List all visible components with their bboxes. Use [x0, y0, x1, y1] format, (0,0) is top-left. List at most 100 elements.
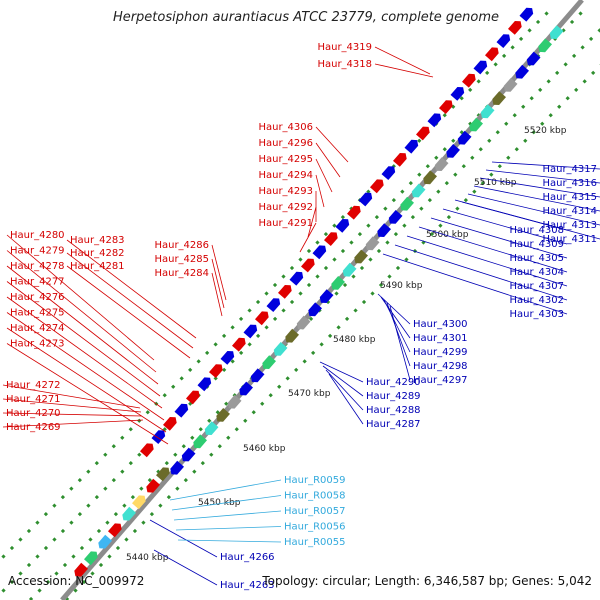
- forward-a-label-1: Haur_4318: [317, 59, 372, 70]
- map-title: Herpetosiphon aurantiacus ATCC 23779, co…: [112, 10, 500, 25]
- reverse-c-label-0: Haur_4300: [413, 319, 468, 330]
- feature-reverse-0: [170, 460, 184, 475]
- forward-e-label-4: Haur_4276: [10, 292, 65, 303]
- feature-forward-31: [496, 34, 511, 48]
- reverse-a-label-3: Haur_4314: [542, 206, 597, 217]
- reverse-a-leader-3: [473, 185, 600, 212]
- reverse-b-label-2: Haur_4305: [509, 253, 564, 264]
- feature-reverse-15: [342, 262, 357, 277]
- reverse-c-label-3: Haur_4298: [413, 361, 468, 372]
- feature-forward-3: [174, 403, 189, 418]
- forward-e-leader-4: [6, 296, 163, 409]
- feature-forward-21: [381, 166, 396, 180]
- reverse-c-label-1: Haur_4301: [413, 333, 468, 344]
- forward-b-label-6: Haur_4291: [258, 218, 313, 229]
- feature-forward-10: [255, 311, 269, 326]
- feature-reverse-17: [365, 236, 380, 251]
- forward-e-label-5: Haur_4275: [10, 308, 65, 319]
- rna-label-0: Haur_R0059: [284, 475, 346, 486]
- feature-reverse-21: [411, 183, 426, 198]
- forward-d-label-1: Haur_4282: [70, 248, 125, 259]
- feature-forward-33: [519, 7, 534, 22]
- feature-reverse-8: [262, 355, 276, 369]
- feature-forward-11: [266, 298, 281, 312]
- feature-reverse-6: [239, 381, 253, 396]
- feature-forward-14: [301, 258, 315, 273]
- forward-c-leader-2: [211, 272, 223, 317]
- forward-f-label-3: Haur_4269: [6, 422, 61, 433]
- feature-forward-0: [140, 443, 154, 458]
- feature-reverse-20: [400, 196, 414, 211]
- reverse-b-leader-6: [382, 253, 568, 315]
- feature-reverse-4: [216, 408, 230, 422]
- forward-e-label-7: Haur_4273: [10, 339, 65, 350]
- reverse-c-leader-2: [383, 299, 411, 353]
- forward-e-leader-5: [6, 312, 165, 421]
- forward-e-label-6: Haur_4274: [10, 323, 65, 334]
- feature-forward-12: [278, 285, 292, 299]
- forward-a-label-0: Haur_4319: [317, 42, 372, 53]
- feature-lower-1: [84, 551, 98, 566]
- feature-reverse-30: [515, 64, 529, 79]
- reverse-c-leader-4: [389, 305, 411, 381]
- feature-forward-19: [358, 192, 373, 207]
- feature-forward-2: [163, 417, 177, 431]
- reverse-b-label-0: Haur_4308: [509, 225, 564, 236]
- reverse-a-label-5: Haur_4311: [542, 234, 597, 245]
- reverse-e-label-1: Haur_4263: [220, 580, 275, 591]
- forward-a-leader-0: [374, 46, 431, 75]
- feature-forward-22: [393, 153, 407, 167]
- reverse-a-leader-0: [491, 161, 600, 170]
- forward-f-leader-0: [2, 384, 141, 409]
- reverse-b-label-3: Haur_4304: [509, 267, 564, 278]
- forward-b-leader-0: [315, 126, 349, 163]
- feature-reverse-26: [469, 117, 483, 132]
- reverse-a-label-1: Haur_4316: [542, 178, 597, 189]
- feature-lower-6: [146, 478, 160, 493]
- reverse-d-label-3: Haur_4287: [366, 419, 421, 430]
- feature-forward-6: [209, 364, 223, 378]
- forward-a-leader-1: [374, 63, 434, 78]
- feature-reverse-33: [549, 25, 564, 39]
- rna-leader-3: [175, 526, 282, 531]
- reverse-a-leader-1: [485, 169, 600, 184]
- forward-b-label-2: Haur_4295: [258, 154, 313, 165]
- reverse-b-leader-1: [442, 208, 568, 245]
- forward-b-leader-2: [315, 158, 333, 193]
- reverse-b-leader-2: [430, 217, 568, 259]
- forward-c-leader-0: [211, 244, 227, 301]
- rna-label-2: Haur_R0057: [284, 506, 346, 517]
- feature-lower-5: [132, 495, 146, 510]
- scale-label-7: 5510 kbp: [474, 178, 517, 188]
- forward-e-leader-6: [6, 327, 167, 433]
- feature-forward-17: [335, 219, 350, 233]
- forward-f-label-2: Haur_4270: [6, 408, 61, 419]
- accession-text: Accession: NC_009972: [8, 574, 145, 588]
- forward-b-leader-6: [299, 222, 317, 253]
- forward-d-label-2: Haur_4281: [70, 261, 125, 272]
- scale-label-8: 5520 kbp: [524, 126, 567, 136]
- feature-forward-7: [220, 351, 235, 365]
- feature-forward-32: [508, 21, 522, 35]
- reverse-b-leader-3: [418, 226, 568, 273]
- forward-e-leader-3: [6, 281, 161, 397]
- feature-reverse-5: [227, 394, 242, 409]
- scale-label-5: 5490 kbp: [380, 281, 423, 291]
- feature-forward-13: [289, 271, 304, 286]
- feature-reverse-28: [492, 91, 506, 105]
- reverse-d-label-1: Haur_4289: [366, 391, 421, 402]
- feature-reverse-29: [503, 78, 518, 92]
- feature-lower-0: [74, 562, 88, 577]
- forward-e-leader-0: [6, 234, 155, 361]
- forward-b-label-3: Haur_4294: [258, 170, 313, 181]
- feature-forward-4: [186, 390, 200, 405]
- feature-forward-9: [243, 324, 258, 339]
- feature-forward-16: [324, 232, 338, 246]
- feature-reverse-23: [434, 157, 449, 171]
- forward-e-label-3: Haur_4277: [10, 277, 65, 288]
- forward-e-label-2: Haur_4278: [10, 261, 65, 272]
- rna-leader-0: [169, 479, 282, 501]
- scale-label-0: 5440 kbp: [126, 553, 169, 563]
- forward-d-leader-2: [66, 265, 191, 359]
